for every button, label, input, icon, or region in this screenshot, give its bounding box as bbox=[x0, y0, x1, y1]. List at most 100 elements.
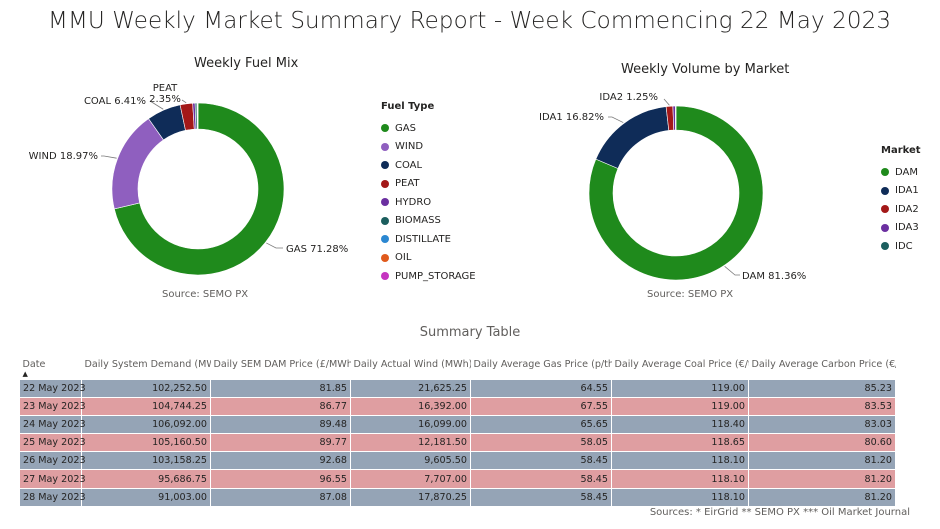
table-cell: 64.55 bbox=[470, 378, 612, 399]
legend-label: BIOMASS bbox=[395, 215, 441, 227]
table-cell: 81.20 bbox=[748, 487, 896, 507]
legend-item-ida1[interactable]: IDA1 bbox=[881, 182, 921, 201]
legend-item-dam[interactable]: DAM bbox=[881, 163, 921, 182]
leader-line bbox=[663, 98, 670, 106]
sort-ascending-icon[interactable]: ▲ bbox=[22, 370, 28, 378]
table-cell: 67.55 bbox=[470, 397, 612, 417]
legend-item-coal[interactable]: COAL bbox=[381, 156, 476, 175]
table-row[interactable]: 24 May 2023 106,092.00 89.48 16,099.00 65.65… bbox=[19, 415, 896, 435]
legend-marker-icon bbox=[381, 179, 389, 188]
table-cell: 96.55 bbox=[210, 469, 351, 489]
legend-item-wind[interactable]: WIND bbox=[381, 138, 476, 157]
slice-label: COAL 6.41% bbox=[84, 96, 146, 107]
donut-slice-idc[interactable] bbox=[675, 105, 677, 131]
legend-label: PUMP_STORAGE bbox=[395, 270, 476, 282]
table-cell: 119.00 bbox=[611, 397, 749, 417]
legend-item-ida3[interactable]: IDA3 bbox=[881, 219, 921, 238]
table-row[interactable]: 27 May 2023 95,686.75 96.55 7,707.00 58.45 11… bbox=[19, 469, 896, 489]
legend-marker-icon bbox=[881, 223, 889, 232]
table-cell: 81.20 bbox=[748, 451, 896, 471]
legend-label: GAS bbox=[395, 122, 416, 134]
column-header-daily-average-gas-price[interactable]: Daily Average Gas Price (p/th)*** bbox=[473, 359, 612, 370]
legend-item-oil[interactable]: OIL bbox=[381, 249, 476, 268]
column-header-daily-system-demand[interactable]: Daily System Demand (MWh)* bbox=[84, 359, 211, 370]
fuel-type-legend: Fuel Type GAS WIND COAL PEAT HYDRO BIOMASS DIS… bbox=[381, 101, 476, 286]
table-cell: 119.00 bbox=[611, 378, 749, 399]
table-cell: 102,252.50 bbox=[81, 378, 211, 399]
table-cell: 58.05 bbox=[470, 433, 612, 453]
fuel-mix-source: Source: SEMO PX bbox=[162, 289, 249, 300]
table-cell: 92.68 bbox=[210, 451, 351, 471]
slice-label: IDA1 16.82% bbox=[539, 112, 604, 123]
table-cell: 24 May 2023 bbox=[19, 415, 86, 435]
table-cell: 16,099.00 bbox=[350, 415, 471, 435]
summary-table-body: 22 May 2023 102,252.50 81.85 21,625.25 64.55… bbox=[19, 378, 896, 507]
legend-marker-icon bbox=[381, 124, 389, 133]
table-cell: 27 May 2023 bbox=[19, 469, 86, 489]
legend-label: IDA3 bbox=[895, 222, 919, 234]
legend-item-ida2[interactable]: IDA2 bbox=[881, 200, 921, 219]
table-row[interactable]: 26 May 2023 103,158.25 92.68 9,605.50 58.45 1… bbox=[19, 451, 896, 471]
table-cell: 7,707.00 bbox=[350, 469, 471, 489]
column-header-daily-average-carbon-price[interactable]: Daily Average Carbon Price (€/t)*** bbox=[751, 359, 896, 370]
table-cell: 21,625.25 bbox=[350, 378, 471, 399]
table-row[interactable]: 22 May 2023 102,252.50 81.85 21,625.25 64.55… bbox=[19, 378, 896, 399]
column-header-date[interactable]: Date ▲ bbox=[20, 352, 82, 380]
table-cell: 26 May 2023 bbox=[19, 451, 86, 471]
fuel-mix-title: Weekly Fuel Mix bbox=[194, 56, 299, 71]
legend-label: IDC bbox=[895, 240, 913, 252]
donut-slice-ida1[interactable] bbox=[595, 106, 670, 169]
column-header-daily-sem-dam-price[interactable]: Daily SEM DAM Price (£/MWh)** bbox=[213, 359, 351, 370]
legend-marker-icon bbox=[881, 186, 889, 195]
legend-label: DISTILLATE bbox=[395, 233, 451, 245]
legend-item-idc[interactable]: IDC bbox=[881, 237, 921, 256]
table-row[interactable]: 25 May 2023 105,160.50 89.77 12,181.50 58.05… bbox=[19, 433, 896, 453]
column-header-daily-average-coal-price[interactable]: Daily Average Coal Price (€/t)*** bbox=[614, 359, 749, 370]
slice-label: GAS 71.28% bbox=[286, 244, 348, 255]
table-cell: 58.45 bbox=[470, 469, 612, 489]
volume-by-market-title: Weekly Volume by Market bbox=[621, 62, 790, 77]
legend-marker-icon bbox=[381, 216, 389, 225]
table-cell: 118.40 bbox=[611, 415, 749, 435]
column-header-daily-actual-wind[interactable]: Daily Actual Wind (MWh)* bbox=[353, 359, 471, 370]
leader-line bbox=[266, 242, 283, 249]
table-cell: 106,092.00 bbox=[81, 415, 211, 435]
table-cell: 103,158.25 bbox=[81, 451, 211, 471]
table-cell: 105,160.50 bbox=[81, 433, 211, 453]
table-cell: 118.10 bbox=[611, 487, 749, 507]
legend-marker-icon bbox=[881, 242, 889, 251]
legend-item-gas[interactable]: GAS bbox=[381, 119, 476, 138]
legend-item-distillate[interactable]: DISTILLATE bbox=[381, 230, 476, 249]
table-row[interactable]: 23 May 2023 104,744.25 86.77 16,392.00 67.55… bbox=[19, 397, 896, 417]
legend-marker-icon bbox=[381, 235, 389, 244]
table-cell: 9,605.50 bbox=[350, 451, 471, 471]
summary-table-header-row: Date▲ Daily System Demand (MWh)* Daily S… bbox=[20, 352, 896, 380]
table-cell: 80.60 bbox=[748, 433, 896, 453]
leader-line bbox=[724, 266, 740, 276]
table-row[interactable]: 28 May 2023 91,003.00 87.08 17,870.25 58.45 1… bbox=[19, 487, 896, 507]
legend-label: HYDRO bbox=[395, 196, 432, 208]
legend-marker-icon bbox=[881, 168, 889, 177]
table-cell: 87.08 bbox=[210, 487, 351, 507]
donut-slice-gas[interactable] bbox=[113, 102, 285, 276]
legend-item-hydro[interactable]: HYDRO bbox=[381, 193, 476, 212]
table-cell: 83.53 bbox=[748, 397, 896, 417]
legend-item-peat[interactable]: PEAT bbox=[381, 175, 476, 194]
table-cell: 17,870.25 bbox=[350, 487, 471, 507]
table-cell: 65.65 bbox=[470, 415, 612, 435]
legend-label: DAM bbox=[895, 166, 918, 178]
legend-marker-icon bbox=[381, 253, 389, 262]
legend-item-biomass[interactable]: BIOMASS bbox=[381, 212, 476, 231]
summary-table-title: Summary Table bbox=[419, 325, 521, 340]
fuel-type-legend-title: Fuel Type bbox=[381, 101, 435, 112]
legend-marker-icon bbox=[381, 161, 389, 170]
donut-slice-dam[interactable] bbox=[588, 105, 764, 281]
legend-marker-icon bbox=[881, 205, 889, 214]
legend-item-pump-storage[interactable]: PUMP_STORAGE bbox=[381, 267, 476, 286]
table-cell: 16,392.00 bbox=[350, 397, 471, 417]
table-cell: 28 May 2023 bbox=[19, 487, 86, 507]
leader-line bbox=[181, 99, 187, 104]
table-cell: 85.23 bbox=[748, 378, 896, 399]
market-legend: Market DAM IDA1 IDA2 IDA3 IDC bbox=[881, 145, 921, 256]
